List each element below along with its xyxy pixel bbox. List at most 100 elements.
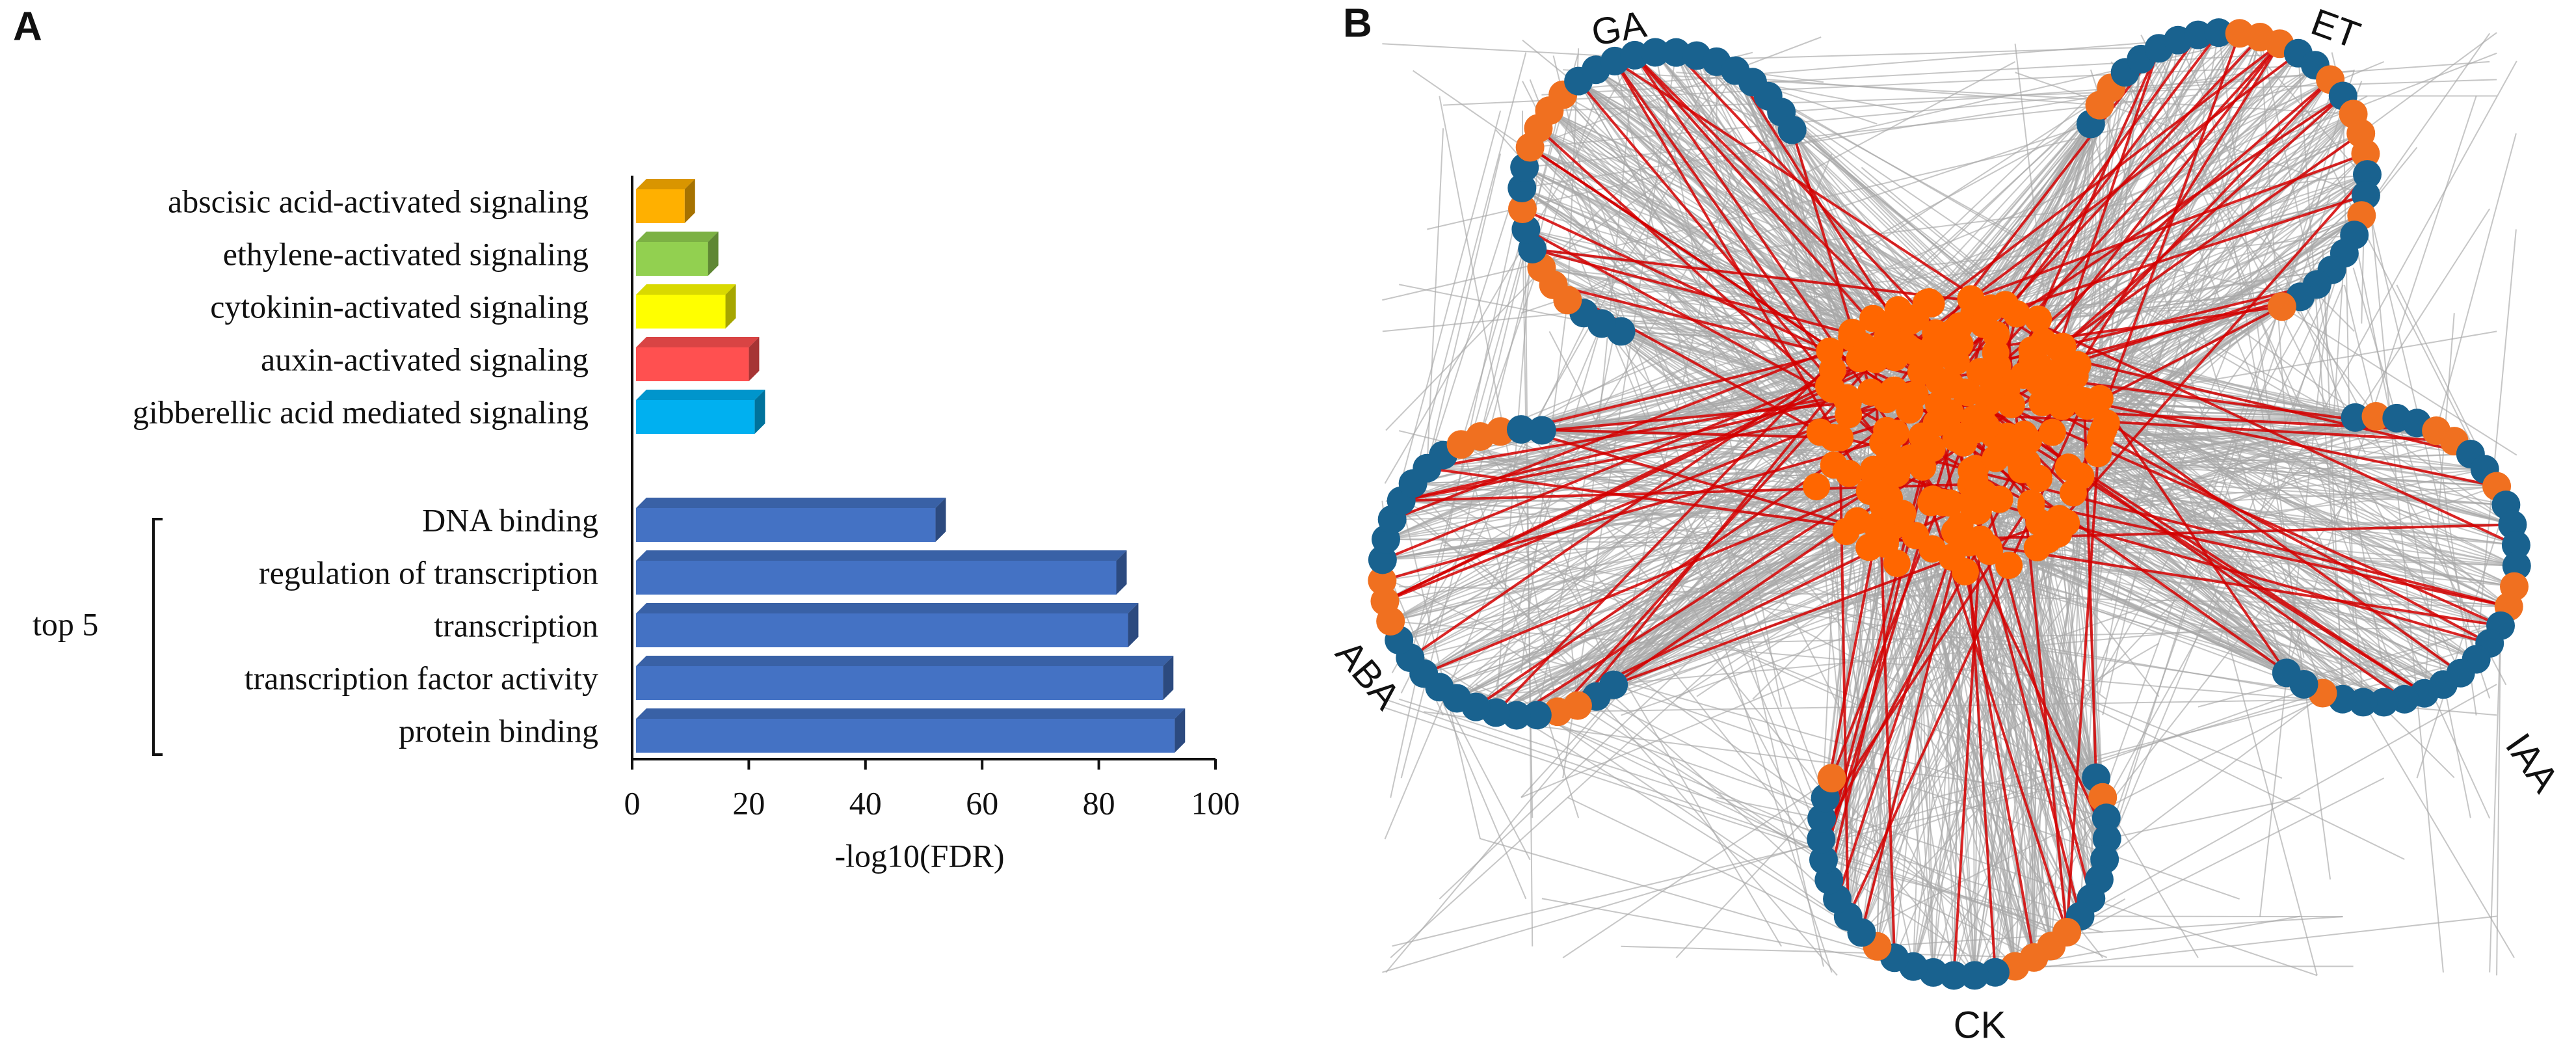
- hub-node: [1826, 423, 1854, 451]
- edge: [1973, 79, 2331, 314]
- gene-node: [2341, 403, 2370, 432]
- edge: [1567, 796, 1878, 947]
- hub-node: [1878, 496, 1906, 524]
- edge-highlight: [1836, 525, 1961, 900]
- edge: [2436, 133, 2517, 431]
- gene-node: [2361, 402, 2391, 431]
- edge-highlight: [1952, 539, 1982, 976]
- bar-side-shade: [1116, 550, 1127, 595]
- hub-node: [2048, 392, 2076, 420]
- hub-node: [1872, 527, 1900, 555]
- edge: [1392, 777, 2097, 947]
- edge: [2080, 915, 2343, 918]
- hub-node: [2059, 479, 2087, 507]
- hub-node: [2008, 455, 2036, 483]
- gene-node: [1486, 417, 1515, 446]
- hub-node: [1936, 489, 1964, 517]
- hub-node: [1925, 367, 1953, 395]
- gene-node: [2091, 803, 2121, 833]
- edge-highlight: [1969, 541, 2501, 627]
- hub-node: [2084, 440, 2112, 468]
- edge-highlight: [1613, 60, 1834, 371]
- y-tick-label: protein binding: [399, 712, 598, 749]
- edge: [1558, 698, 2361, 713]
- edge: [2100, 438, 2462, 674]
- edge-highlight: [1734, 70, 1915, 353]
- edge: [2218, 33, 2331, 880]
- edge: [1987, 547, 2016, 967]
- bar-top-shade: [636, 603, 1139, 613]
- hub-node: [1918, 435, 1946, 463]
- hub-node: [1995, 552, 2023, 580]
- bar: [636, 189, 685, 223]
- bar-top: [636, 550, 1127, 561]
- hub-node: [1881, 419, 1909, 447]
- hub-node: [1941, 336, 1969, 364]
- bar-top-shade: [636, 232, 719, 242]
- annotation: top 5: [33, 606, 98, 642]
- edge: [2106, 417, 2510, 608]
- bar-side-shade: [935, 498, 946, 542]
- gene-node: [2351, 139, 2380, 168]
- hub-node: [2025, 305, 2052, 333]
- gene-node: [2501, 530, 2530, 559]
- edge: [2286, 429, 2510, 608]
- bar: [636, 400, 755, 434]
- edge: [1902, 513, 2517, 567]
- edge: [1475, 47, 2160, 674]
- hub-node: [1900, 338, 1928, 366]
- edge: [1541, 898, 1914, 967]
- y-tick-label: auxin-activated signaling: [261, 341, 589, 377]
- hub-node: [1803, 473, 1831, 501]
- hub-node: [1982, 444, 2010, 472]
- edge: [1480, 94, 1564, 437]
- hub-node: [2034, 373, 2062, 401]
- hub-node: [1972, 412, 2000, 440]
- edge-highlight: [2099, 397, 2288, 674]
- edge: [1382, 706, 2067, 933]
- edge: [1412, 52, 1527, 484]
- edge: [2086, 113, 2354, 407]
- edge: [1696, 55, 1932, 304]
- edge: [1400, 61, 1718, 693]
- edge: [1423, 600, 1543, 675]
- bar-side-shade: [708, 232, 719, 276]
- gene-node: [1527, 416, 1556, 445]
- edge: [2354, 208, 2491, 418]
- edge: [1861, 565, 2010, 933]
- bar-top-shade: [636, 656, 1174, 666]
- hub-node: [1897, 306, 1925, 334]
- bar-side-shade: [1175, 708, 1186, 753]
- bar-top-shade: [636, 179, 695, 189]
- edge-highlight: [2005, 47, 2160, 390]
- bar-top: [636, 498, 946, 508]
- bar-side: [935, 498, 946, 542]
- bar-top: [636, 284, 736, 295]
- y-tick-label: transcription factor activity: [245, 660, 598, 696]
- hub-node: [2092, 409, 2120, 437]
- hub-node: [1982, 339, 2010, 367]
- x-tick-label: 20: [732, 785, 765, 821]
- y-tick-label: abscisic acid-activated signaling: [168, 183, 589, 219]
- edge: [2020, 461, 2517, 567]
- edge: [1426, 154, 1502, 468]
- edge: [1460, 234, 1523, 445]
- edge: [1696, 51, 2513, 526]
- hub-node: [1835, 459, 1863, 487]
- bar-top-shade: [636, 390, 765, 400]
- edge: [1398, 698, 2080, 917]
- edge: [1928, 113, 2354, 302]
- y-tick-label: regulation of transcription: [259, 554, 598, 591]
- edge-highlight: [2084, 399, 2497, 488]
- bar-top: [636, 337, 760, 347]
- bar-side-shade: [684, 179, 695, 223]
- bar-top: [636, 708, 1186, 719]
- hub-node: [1896, 396, 1924, 424]
- edge: [1423, 673, 2318, 976]
- gene-node: [1777, 115, 1807, 144]
- bar-side: [1175, 708, 1186, 753]
- bar-side-shade: [725, 284, 736, 329]
- edge: [1526, 228, 1887, 340]
- hub-node: [1832, 518, 1860, 546]
